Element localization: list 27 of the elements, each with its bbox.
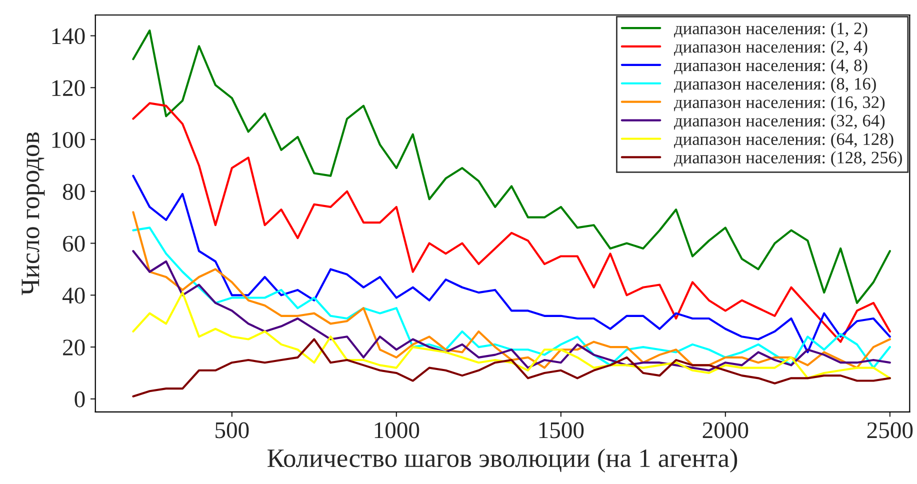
legend-label: диапазон населения: (16, 32) [674,96,885,112]
legend-label: диапазон населения: (4, 8) [674,58,868,75]
legend-label: диапазон населения: (8, 16) [674,77,876,94]
y-tick-label: 40 [62,288,85,304]
y-axis-title: Число городов [22,132,45,296]
line-series [132,250,891,372]
y-tick-label: 0 [74,391,85,408]
legend-label: диапазон населения: (1, 2) [674,22,868,38]
legend-label: диапазон населения: (32, 64) [674,114,885,130]
x-tick-label: 1000 [374,422,420,438]
line-series [132,338,891,398]
legend-label: диапазон населения: (64, 128) [674,132,894,149]
y-tick-label: 100 [52,132,85,148]
line-series [132,174,891,354]
x-tick-label: 2500 [867,422,913,438]
x-tick-label: 2000 [702,422,748,438]
legend-label: диапазон населения: (2, 4) [674,40,868,56]
y-tick-label: 120 [52,80,85,96]
x-axis-title: Количество шагов эволюции (на 1 агента) [268,448,738,473]
legend-label: диапазон населения: (128, 256) [674,151,902,167]
y-tick-label: 140 [52,28,85,44]
line-series [132,292,891,380]
y-tick-label: 80 [62,184,85,200]
x-tick-label: 500 [216,422,249,438]
y-tick-label: 60 [63,236,85,252]
y-tick-label: 20 [63,340,85,356]
x-tick-label: 1500 [539,422,584,438]
